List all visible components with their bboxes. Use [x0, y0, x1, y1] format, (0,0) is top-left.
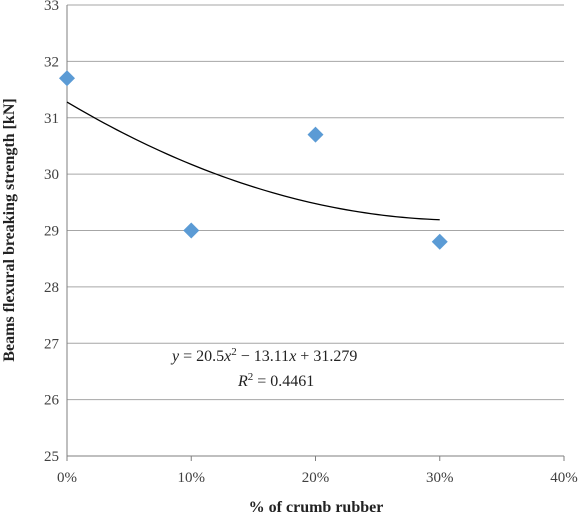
y-tick-label: 25 — [44, 449, 59, 465]
x-axis-title: % of crumb rubber — [249, 499, 384, 514]
data-points — [59, 70, 448, 250]
data-point-diamond — [307, 126, 324, 143]
x-tick-labels: 0% 10% 20% 30% 40% — [57, 470, 578, 486]
x-tick-label: 40% — [550, 470, 578, 486]
y-tick-label: 28 — [44, 280, 59, 296]
y-tick-label: 29 — [44, 224, 59, 240]
y-axis-title: Beams flexural breaking strength [kN] — [1, 98, 18, 361]
trendline — [66, 101, 440, 221]
x-tick-label: 0% — [57, 470, 77, 486]
x-tick-label: 10% — [178, 470, 206, 486]
trendline-equation: y = 20.5x2 − 13.11x + 31.279 — [170, 346, 357, 365]
data-point-diamond — [431, 233, 448, 250]
y-tick-label: 26 — [44, 393, 60, 409]
y-tick-labels: 25 26 27 28 29 30 31 32 33 — [44, 0, 60, 465]
y-tick-label: 27 — [44, 336, 60, 352]
y-tick-label: 32 — [44, 54, 59, 70]
y-tick-label: 33 — [44, 0, 59, 14]
data-point-diamond — [59, 70, 75, 87]
grid-lines — [67, 4, 564, 457]
x-tick-marks — [66, 456, 565, 461]
r-squared-label: R2 = 0.4461 — [237, 371, 314, 390]
y-tick-label: 31 — [44, 111, 59, 127]
y-tick-label: 30 — [44, 167, 59, 183]
data-point-diamond — [183, 222, 200, 239]
x-tick-label: 20% — [302, 470, 330, 486]
x-tick-label: 30% — [426, 470, 454, 486]
